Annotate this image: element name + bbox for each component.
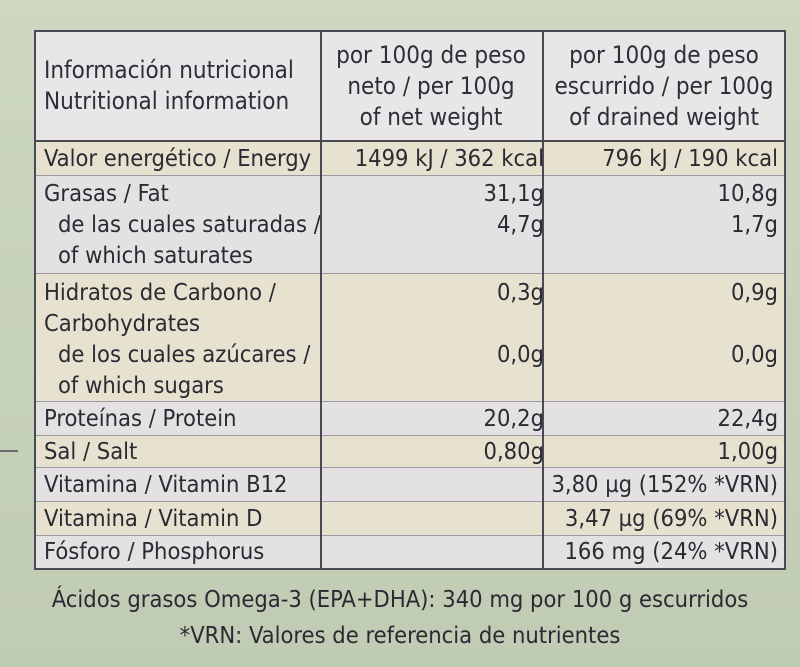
edge-mark: [0, 450, 18, 452]
row-value-net: [347, 469, 562, 500]
header-col3-line3: of drained weight: [569, 102, 759, 131]
row-label: Proteínas / Protein: [44, 403, 237, 434]
row-label-line: Grasas / Fat: [44, 179, 169, 207]
table-row-protein: Proteínas / Protein 20,2g 22,4g: [36, 402, 784, 436]
value-line: 166 mg (24% *VRN): [564, 537, 778, 565]
row-value-drained: 796 kJ / 190 kcal: [602, 143, 778, 174]
row-label-line: de las cuales saturadas /: [58, 210, 321, 238]
row-value-drained: 1,00g: [718, 436, 778, 467]
value-line: 31,1g: [483, 179, 544, 207]
value-line: 10,8g: [717, 179, 778, 207]
value-line: 1,7g: [730, 210, 778, 238]
table-row-salt: Sal / Salt 0,80g 1,00g: [36, 436, 784, 468]
table-row-energy: Valor energético / Energy 1499 kJ / 362 …: [36, 142, 784, 176]
column-divider: [320, 32, 322, 568]
vrn-note: *VRN: Valores de referencia de nutriente…: [179, 621, 621, 649]
value-line: 22,4g: [717, 404, 778, 432]
row-label-line: of which sugars: [58, 371, 224, 399]
nutrition-table: Información nutricional Nutritional info…: [34, 30, 786, 570]
row-value-drained: 0,9g 0,0g: [731, 277, 778, 370]
value-line: 0,0g: [730, 340, 778, 368]
value-line: 3,80 µg (152% *VRN): [551, 470, 778, 498]
table-row-phosphorus: Fósforo / Phosphorus 166 mg (24% *VRN): [36, 536, 784, 568]
header-col1-line2: Nutritional information: [44, 87, 290, 115]
row-label: Sal / Salt: [44, 436, 137, 467]
row-label: Valor energético / Energy: [44, 143, 311, 174]
header-col3-line1: por 100g de peso: [569, 40, 759, 69]
header-nutrition-info: Información nutricional Nutritional info…: [44, 32, 320, 140]
header-col1-line1: Información nutricional: [44, 56, 294, 84]
row-value-drained: 22,4g: [718, 403, 778, 434]
table-row-vitamin-d: Vitamina / Vitamin D 3,47 µg (69% *VRN): [36, 502, 784, 536]
row-value-net: 20,2g: [347, 403, 562, 434]
value-line: 0,3g: [496, 278, 544, 306]
row-label-line: Carbohydrates: [44, 309, 201, 337]
row-value-drained: 3,47 µg (69% *VRN): [565, 503, 778, 534]
row-value-net: 0,80g: [347, 436, 562, 467]
row-value-drained: 10,8g 1,7g: [718, 178, 778, 240]
table-header: Información nutricional Nutritional info…: [36, 32, 784, 142]
row-label: Hidratos de Carbono / Carbohydrates de l…: [44, 277, 310, 401]
row-label-line: Vitamina / Vitamin B12: [44, 470, 288, 498]
table-row-vitamin-b12: Vitamina / Vitamin B12 3,80 µg (152% *VR…: [36, 468, 784, 502]
table-row-carbohydrates: Hidratos de Carbono / Carbohydrates de l…: [36, 274, 784, 402]
value-line: 4,7g: [496, 210, 544, 238]
row-label-line: Sal / Salt: [44, 437, 138, 465]
column-divider: [542, 32, 544, 568]
value-line: [347, 503, 544, 534]
header-net-weight: por 100g de peso neto / per 100g of net …: [320, 32, 542, 140]
value-line: 0,80g: [483, 437, 544, 465]
header-col2-line1: por 100g de peso: [336, 40, 526, 69]
value-line: 0,0g: [496, 340, 544, 368]
value-line: 1499 kJ / 362 kcal: [354, 144, 544, 172]
value-line: 796 kJ / 190 kcal: [602, 144, 778, 172]
omega3-note: Ácidos grasos Omega-3 (EPA+DHA): 340 mg …: [51, 585, 749, 613]
row-label-line: Hidratos de Carbono /: [44, 278, 276, 306]
value-line: [347, 469, 544, 500]
row-value-net: [347, 503, 562, 534]
row-value-drained: 166 mg (24% *VRN): [564, 536, 778, 567]
header-col2-line3: of net weight: [359, 102, 503, 131]
row-value-net: 1499 kJ / 362 kcal: [347, 143, 562, 174]
header-col3-line2: escurrido / per 100g: [554, 71, 774, 100]
value-line: 20,2g: [483, 404, 544, 432]
row-label-line: Valor energético / Energy: [44, 144, 312, 172]
row-value-net: 0,3g 0,0g: [347, 277, 562, 370]
row-label: Vitamina / Vitamin D: [44, 503, 262, 534]
value-line: 1,00g: [717, 437, 778, 465]
value-line: 3,47 µg (69% *VRN): [564, 504, 778, 532]
row-label: Vitamina / Vitamin B12: [44, 469, 287, 500]
row-label-line: Vitamina / Vitamin D: [44, 504, 263, 532]
row-label-line: Proteínas / Protein: [44, 404, 237, 432]
header-col2-line2: neto / per 100g: [347, 71, 515, 100]
row-label: Grasas / Fat de las cuales saturadas / o…: [44, 178, 321, 271]
row-label-line: of which saturates: [58, 241, 253, 269]
value-line: [347, 308, 544, 339]
row-value-net: [347, 536, 562, 567]
table-row-fat: Grasas / Fat de las cuales saturadas / o…: [36, 176, 784, 274]
row-label-line: de los cuales azúcares /: [58, 340, 311, 368]
header-drained-weight: por 100g de peso escurrido / per 100g of…: [544, 32, 784, 140]
value-line: [347, 536, 544, 567]
row-label-line: Fósforo / Phosphorus: [44, 537, 265, 565]
row-value-drained: 3,80 µg (152% *VRN): [551, 469, 778, 500]
row-value-net: 31,1g 4,7g: [347, 178, 562, 240]
value-line: 0,9g: [730, 278, 778, 306]
value-line: [731, 308, 778, 339]
row-label: Fósforo / Phosphorus: [44, 536, 264, 567]
